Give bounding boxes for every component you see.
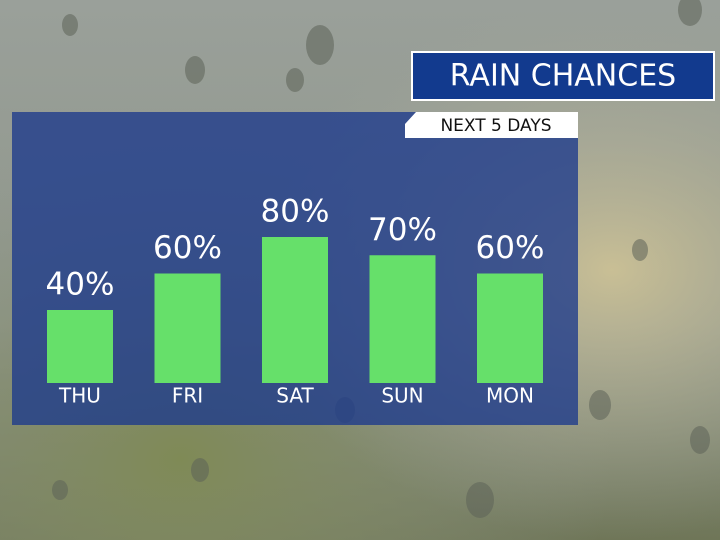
category-label: SAT [276,384,314,408]
value-label: 40% [46,267,115,303]
value-label: 60% [476,230,545,266]
category-label: FRI [172,384,203,408]
title-box [411,51,715,101]
chart-subtitle: NEXT 5 DAYS [440,116,551,136]
bar [477,273,543,383]
bar [262,237,328,383]
value-label: 60% [153,230,222,266]
category-label: THU [58,384,101,408]
category-label: SUN [381,384,423,408]
value-label: 70% [368,212,437,248]
bar [47,310,113,383]
value-label: 80% [261,194,330,230]
subtitle-tab [405,112,578,138]
category-label: MON [486,384,534,408]
bar [369,255,436,383]
chart-title: RAIN CHANCES [450,59,676,94]
bar [154,273,221,383]
